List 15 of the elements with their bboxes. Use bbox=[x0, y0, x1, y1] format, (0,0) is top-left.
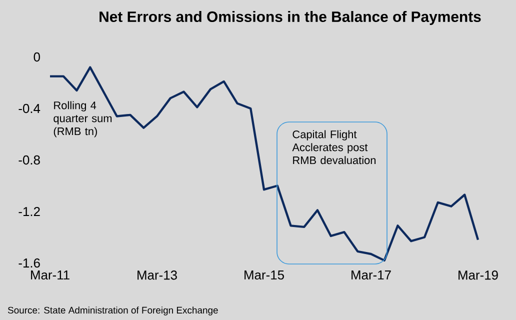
chart-title: Net Errors and Omissions in the Balance of Payments bbox=[100, 11, 481, 25]
line-series bbox=[48, 66, 480, 262]
y-tick-label: 0 bbox=[34, 52, 40, 62]
x-tick-label: Mar-17 bbox=[352, 270, 391, 280]
x-tick-label: Mar-11 bbox=[31, 270, 70, 280]
x-tick-label: Mar-19 bbox=[458, 270, 498, 280]
y-tick-label: -1.6 bbox=[18, 258, 40, 268]
annotation: Capital Flight Acclerates post RMB devaluation bbox=[292, 130, 376, 164]
source-note: Source: State Administration of Foreign Exchange bbox=[8, 306, 218, 316]
x-tick-label: Mar-15 bbox=[244, 270, 284, 280]
x-tick-label: Mar-13 bbox=[138, 270, 177, 280]
y-tick-label: -1.2 bbox=[18, 206, 40, 216]
y-axis-title: Rolling 4 quarter sum (RMB tn) bbox=[54, 101, 112, 138]
y-tick-label: -0.8 bbox=[18, 155, 40, 165]
y-tick-label: -0.4 bbox=[18, 104, 40, 114]
